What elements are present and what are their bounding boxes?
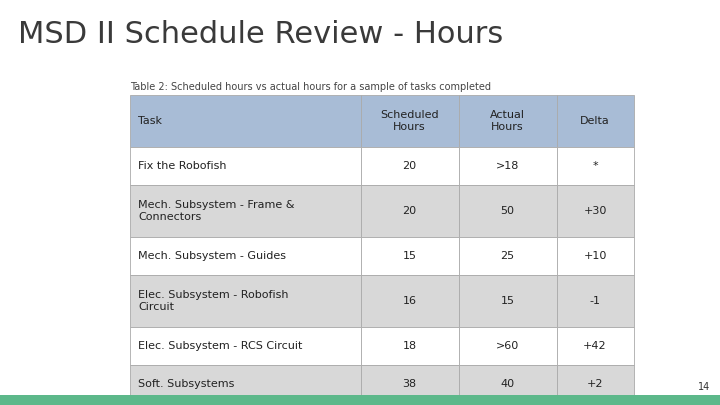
Text: Elec. Subsystem - RCS Circuit: Elec. Subsystem - RCS Circuit [138,341,302,351]
Text: 40: 40 [500,379,515,389]
Text: Table 2: Scheduled hours vs actual hours for a sample of tasks completed: Table 2: Scheduled hours vs actual hours… [130,82,491,92]
Text: Scheduled
Hours: Scheduled Hours [380,110,439,132]
Text: Task: Task [138,116,162,126]
Text: Fix the Robofish: Fix the Robofish [138,161,227,171]
Text: 38: 38 [402,379,417,389]
Text: 18: 18 [402,341,417,351]
Text: +10: +10 [583,251,607,261]
Text: 14: 14 [698,382,710,392]
Text: 15: 15 [402,251,417,261]
Text: >60: >60 [496,341,519,351]
Text: Elec. Subsystem - Robofish
Circuit: Elec. Subsystem - Robofish Circuit [138,290,289,312]
Text: Mech. Subsystem - Guides: Mech. Subsystem - Guides [138,251,286,261]
Text: +42: +42 [583,341,607,351]
Text: Soft. Subsystems: Soft. Subsystems [138,379,235,389]
Text: >18: >18 [496,161,519,171]
Text: 20: 20 [402,161,417,171]
Text: MSD II Schedule Review - Hours: MSD II Schedule Review - Hours [18,20,503,49]
Text: -1: -1 [590,296,600,306]
Text: Mech. Subsystem - Frame &
Connectors: Mech. Subsystem - Frame & Connectors [138,200,294,222]
Text: 20: 20 [402,206,417,216]
Text: 50: 50 [500,206,515,216]
Text: Delta: Delta [580,116,610,126]
Text: 25: 25 [500,251,515,261]
Text: Actual
Hours: Actual Hours [490,110,525,132]
Text: *: * [593,161,598,171]
Text: +30: +30 [583,206,607,216]
Text: 15: 15 [500,296,515,306]
Text: 16: 16 [402,296,417,306]
Text: +2: +2 [587,379,603,389]
